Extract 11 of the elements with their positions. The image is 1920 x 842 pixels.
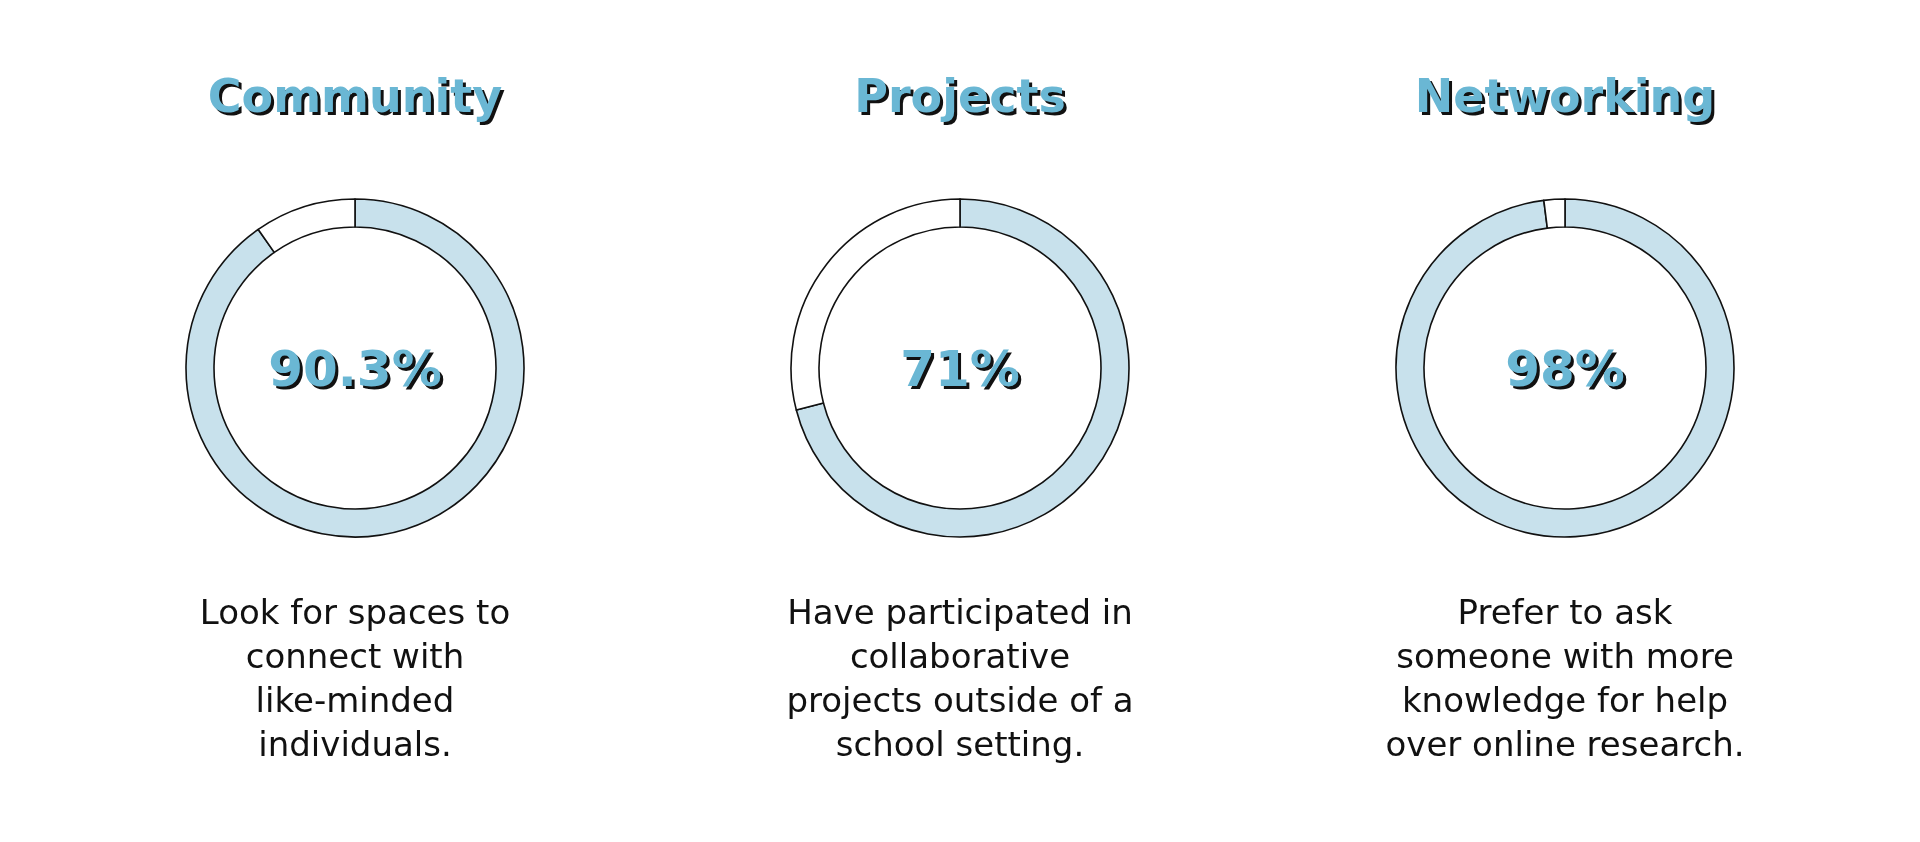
chart-title: Community — [207, 69, 503, 123]
chart-title: Projects — [854, 69, 1066, 123]
chart-title: Networking — [1414, 69, 1716, 123]
donut-slice — [1395, 198, 1735, 538]
data-label: 90.3% — [268, 340, 442, 398]
data-label: 71% — [900, 340, 1020, 398]
donut-slice — [185, 198, 525, 538]
data-label: 98% — [1505, 340, 1625, 398]
text: Have participated in collaborative projects outside of a school setting. — [786, 592, 1134, 764]
text: Look for spaces to connect with like-minded individuals. — [199, 592, 511, 764]
text: Prefer to ask someone with more knowledge for help over online research. — [1385, 592, 1745, 764]
